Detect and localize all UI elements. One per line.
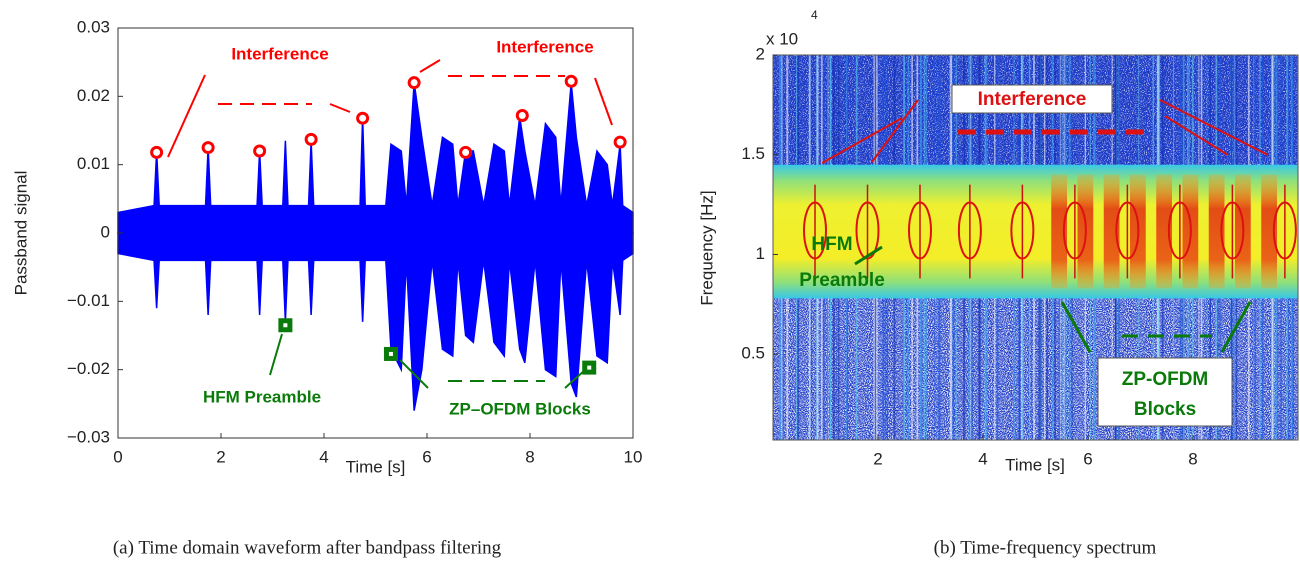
interference-marker — [407, 76, 421, 90]
x-tick-label: 4 — [978, 449, 987, 468]
x-tick-label: 0 — [113, 447, 122, 466]
y-tick-label: 1.5 — [741, 144, 765, 163]
interference-ellipse — [957, 201, 982, 260]
interference-marker — [253, 144, 267, 158]
y-tick-label: −0.01 — [67, 291, 110, 310]
annotation-connector — [1164, 115, 1229, 156]
annotation: ZP–OFDM Blocks — [449, 399, 591, 418]
caption: (a) Time domain waveform after bandpass … — [113, 537, 502, 558]
block-marker-dot — [283, 323, 288, 328]
x-tick-label: 6 — [1083, 449, 1092, 468]
x-tick-label: 10 — [624, 447, 643, 466]
annotation-connector — [871, 99, 919, 163]
scale-label: x 10 — [766, 29, 798, 48]
y-tick-label: 0.03 — [77, 17, 110, 36]
annotation: Interference — [231, 44, 328, 63]
x-tick-label: 8 — [1188, 449, 1197, 468]
plot-frame — [772, 54, 1299, 441]
annotation-connector — [1159, 99, 1269, 156]
signal-envelope — [117, 82, 634, 234]
x-tick-label: 8 — [525, 447, 534, 466]
annotation: HFM — [811, 234, 852, 255]
spectrogram-image — [773, 55, 1298, 440]
annotation-connector — [399, 359, 429, 389]
annotation-connector — [594, 77, 613, 126]
annotation-connector — [329, 103, 351, 113]
x-tick-label: 2 — [216, 447, 225, 466]
y-tick-label: −0.02 — [67, 359, 110, 378]
ofdm-block — [1103, 174, 1120, 289]
waveform-panel: 0 2 4 6 8 10 −0.03 −0.02 −0.01 0 0.01 0.02 0.03 Time … — [11, 17, 642, 558]
annotation-connector — [1220, 301, 1252, 353]
signal-envelope — [117, 232, 634, 411]
interference-ellipse — [1167, 201, 1192, 260]
ofdm-block — [1156, 174, 1172, 289]
interference-ellipse — [1062, 201, 1087, 260]
x-axis-label: Time [s] — [346, 457, 406, 476]
block-marker-dot — [587, 365, 592, 370]
y-tick-label: 0.02 — [77, 86, 110, 105]
y-axis-label: Passband signal — [11, 171, 30, 296]
annotation: Interference — [496, 37, 593, 56]
annotation-box — [1097, 357, 1233, 427]
annotation-connector — [1060, 301, 1092, 353]
interference-ellipse — [1010, 201, 1035, 260]
x-axis-label: Time [s] — [1005, 455, 1065, 474]
interference-marker — [564, 74, 578, 88]
interference-ellipse — [803, 201, 827, 260]
annotation-connector — [269, 333, 283, 376]
annotation-connector — [821, 117, 903, 164]
caption: (b) Time-frequency spectrum — [934, 537, 1157, 558]
interference-ellipse — [1220, 201, 1245, 260]
x-tick-label: 4 — [319, 447, 328, 466]
y-tick-label: 0 — [101, 222, 110, 241]
interference-marker — [201, 141, 215, 155]
interference-marker — [459, 145, 473, 159]
annotation-box — [951, 84, 1113, 114]
annotation-connector — [854, 245, 883, 266]
ofdm-block — [1261, 174, 1277, 289]
interference-ellipse — [908, 201, 932, 260]
x-tick-label: 6 — [422, 447, 431, 466]
annotation: ZP-OFDM — [1122, 369, 1209, 390]
x-tick-label: 2 — [873, 449, 882, 468]
interference-marker — [150, 145, 164, 159]
annotation: HFM Preamble — [203, 387, 321, 406]
interference-marker — [304, 132, 318, 146]
annotation-connector — [419, 59, 441, 73]
interference-ellipse — [1272, 201, 1297, 260]
interference-marker — [356, 111, 370, 125]
ofdm-block — [1208, 174, 1225, 289]
y-tick-label: 1 — [756, 244, 765, 263]
annotation-connector — [564, 369, 586, 389]
y-tick-label: 2 — [756, 44, 765, 63]
annotation-connector — [167, 74, 206, 158]
y-tick-label: 0.5 — [741, 344, 765, 363]
annotation: Interference — [978, 89, 1087, 110]
interference-marker — [613, 135, 627, 149]
scale-exponent: 4 — [811, 8, 818, 22]
y-tick-label: 0.01 — [77, 154, 110, 173]
interference-marker — [515, 108, 529, 122]
annotation: Blocks — [1134, 399, 1196, 420]
y-axis-label: Frequency [Hz] — [697, 190, 716, 305]
ofdm-block — [1051, 174, 1067, 289]
interference-ellipse — [1115, 201, 1140, 260]
annotation: Preamble — [799, 270, 885, 291]
interference-ellipse — [855, 201, 880, 260]
y-tick-label: −0.03 — [67, 427, 110, 446]
block-marker-dot — [388, 351, 393, 356]
